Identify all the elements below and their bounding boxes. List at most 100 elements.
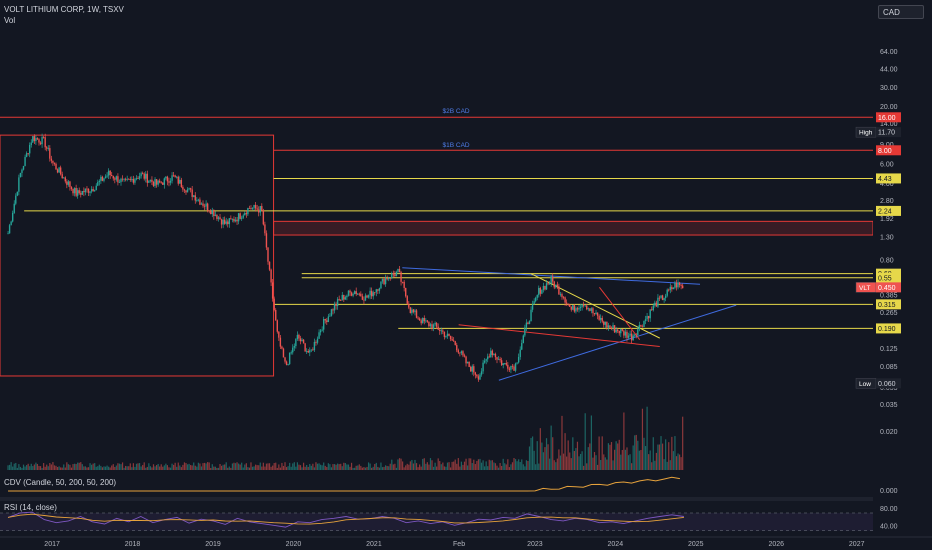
candle-body <box>593 312 596 315</box>
volume-bar <box>320 464 322 470</box>
volume-bar <box>566 456 568 470</box>
volume-bar <box>592 457 594 470</box>
candle-body <box>304 343 306 352</box>
candle-body <box>117 176 119 183</box>
volume-bar <box>231 463 234 470</box>
volume-bar <box>439 461 441 470</box>
candle-body <box>586 305 588 310</box>
candle-body <box>465 356 467 364</box>
candle-body <box>499 358 501 361</box>
volume-bar <box>609 444 611 470</box>
volume-bar <box>276 467 278 470</box>
volume-bar <box>203 462 206 470</box>
volume-bar <box>64 467 66 470</box>
candle-body <box>253 204 255 208</box>
candle-body <box>177 176 179 184</box>
candle-body <box>165 176 167 179</box>
candle-body <box>114 178 116 180</box>
volume-bar <box>449 467 452 470</box>
candle-body <box>440 330 442 332</box>
candle-body <box>336 299 339 306</box>
candle-body <box>84 188 87 193</box>
volume-bar <box>18 464 20 470</box>
candle-body <box>459 352 461 354</box>
volume-bar <box>84 466 87 470</box>
volume-bar <box>519 462 521 470</box>
candle-body <box>442 330 444 332</box>
candle-body <box>370 290 373 297</box>
volume-bar <box>306 465 308 470</box>
symbol-title: VOLT LITHIUM CORP, 1W, TSXV <box>4 5 124 14</box>
volume-bar <box>241 462 243 470</box>
candle-body <box>13 203 15 213</box>
candle-body <box>384 278 387 285</box>
volume-bar <box>202 463 204 470</box>
candle-body <box>98 180 101 182</box>
volume-bar <box>620 454 622 470</box>
volume-bar <box>369 463 371 470</box>
candle-body <box>629 333 631 336</box>
volume-bar <box>429 458 432 470</box>
volume-bar <box>471 463 473 470</box>
volume-bar <box>35 462 37 470</box>
volume-bar <box>24 466 26 470</box>
volume-bar <box>474 464 476 470</box>
volume-bar <box>312 463 314 470</box>
candle-body <box>460 351 463 354</box>
volume-bar <box>148 463 150 470</box>
volume-bar <box>56 467 59 470</box>
volume-bar <box>205 463 207 470</box>
candle-body <box>21 169 23 173</box>
price-badge-8: 0.315 <box>878 302 896 309</box>
volume-bar <box>398 458 401 470</box>
volume-bar <box>446 462 449 470</box>
rsi-tick-label: 40.00 <box>880 524 898 531</box>
volume-bar <box>477 459 480 470</box>
volume-bar <box>33 464 35 470</box>
candle-body <box>344 297 347 300</box>
candle-body <box>316 338 319 343</box>
candle-body <box>347 290 350 296</box>
volume-bar <box>603 454 605 470</box>
candle-body <box>234 219 237 222</box>
candle-body <box>405 287 407 297</box>
candle-body <box>538 287 540 296</box>
currency-button[interactable]: CAD <box>878 5 924 19</box>
time-axis[interactable]: 2017 2018 2019 2020 2021 Feb 2023 2024 2025 2026 2… <box>0 536 932 548</box>
candle-body <box>183 189 186 191</box>
candle-body <box>279 337 282 347</box>
volume-bar <box>307 466 309 470</box>
volume-bar <box>185 463 187 470</box>
volume-bar <box>125 465 127 470</box>
volume-bar <box>193 462 195 470</box>
candle-body <box>182 186 184 190</box>
price-axis[interactable]: 64.0044.0030.0020.0014.009.006.004.002.8… <box>855 0 932 550</box>
trendline-1 <box>498 304 737 381</box>
volume-bar <box>213 466 215 470</box>
price-tick-label: 0.385 <box>880 292 898 299</box>
volume-bar <box>644 446 647 470</box>
price-badge-3: 4.43 <box>878 176 892 183</box>
price-badge-1: 11.70 <box>878 130 895 137</box>
candle-body <box>409 307 412 314</box>
volume-bar <box>224 464 226 470</box>
volume-bar <box>668 442 670 470</box>
volume-bar <box>112 464 114 470</box>
candle-body <box>661 295 664 301</box>
volume-bar <box>443 466 445 470</box>
candle-body <box>558 286 560 295</box>
volume-bar <box>227 467 229 470</box>
candle-body <box>230 218 232 220</box>
time-tick-label: 2024 <box>608 541 624 548</box>
candle-body <box>248 208 251 209</box>
candle-body <box>343 294 345 300</box>
candle-body <box>194 195 196 201</box>
candle-body <box>326 320 328 323</box>
volume-bar <box>55 465 57 470</box>
volume-bar <box>38 465 40 470</box>
cdv-pane <box>0 476 873 499</box>
price-badge-bg-2 <box>876 145 901 156</box>
candle-body <box>482 362 484 372</box>
zone-layer <box>0 134 874 377</box>
